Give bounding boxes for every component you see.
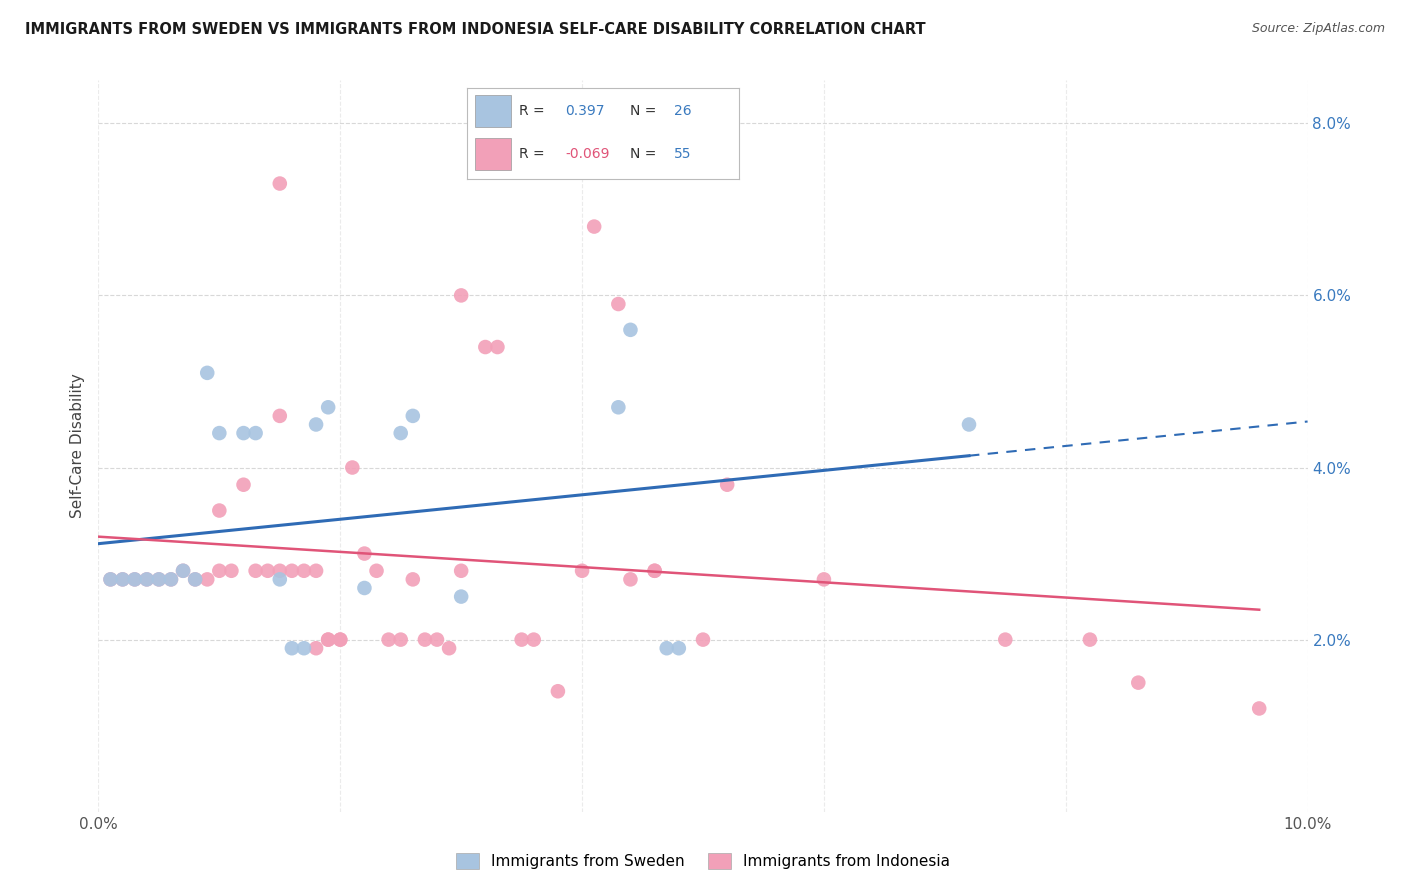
- Point: [1078, 632, 1101, 647]
- Point: [221, 564, 243, 578]
- Point: [232, 477, 254, 491]
- Point: [607, 401, 630, 415]
- Point: [957, 417, 980, 432]
- Point: [208, 564, 231, 578]
- Point: [111, 573, 134, 587]
- Point: [329, 632, 352, 647]
- Point: [184, 573, 207, 587]
- Point: [1128, 675, 1150, 690]
- Point: [389, 426, 412, 441]
- Point: [366, 564, 388, 578]
- Point: [655, 641, 678, 656]
- Point: [281, 641, 304, 656]
- Point: [305, 417, 328, 432]
- Point: [316, 632, 339, 647]
- Text: IMMIGRANTS FROM SWEDEN VS IMMIGRANTS FROM INDONESIA SELF-CARE DISABILITY CORRELA: IMMIGRANTS FROM SWEDEN VS IMMIGRANTS FRO…: [25, 22, 927, 37]
- Point: [195, 573, 218, 587]
- Text: Source: ZipAtlas.com: Source: ZipAtlas.com: [1251, 22, 1385, 36]
- Point: [450, 288, 472, 302]
- Point: [100, 573, 122, 587]
- Point: [353, 581, 375, 595]
- Point: [148, 573, 170, 587]
- Point: [329, 632, 352, 647]
- Point: [474, 340, 496, 354]
- Point: [583, 219, 606, 234]
- Y-axis label: Self-Care Disability: Self-Care Disability: [70, 374, 86, 518]
- Point: [316, 401, 339, 415]
- Point: [377, 632, 399, 647]
- Point: [292, 564, 315, 578]
- Point: [389, 632, 412, 647]
- Point: [172, 564, 194, 578]
- Point: [195, 366, 218, 380]
- Point: [124, 573, 146, 587]
- Point: [135, 573, 157, 587]
- Point: [486, 340, 509, 354]
- Point: [269, 409, 291, 423]
- Point: [547, 684, 569, 698]
- Point: [208, 426, 231, 441]
- Point: [668, 641, 690, 656]
- Point: [184, 573, 207, 587]
- Point: [450, 590, 472, 604]
- Point: [353, 547, 375, 561]
- Point: [148, 573, 170, 587]
- Point: [135, 573, 157, 587]
- Point: [716, 477, 738, 491]
- Point: [172, 564, 194, 578]
- Point: [510, 632, 533, 647]
- Point: [124, 573, 146, 587]
- Point: [232, 426, 254, 441]
- Point: [305, 564, 328, 578]
- Point: [160, 573, 183, 587]
- Point: [208, 503, 231, 517]
- Point: [523, 632, 546, 647]
- Point: [813, 573, 835, 587]
- Point: [607, 297, 630, 311]
- Point: [281, 564, 304, 578]
- Point: [619, 323, 641, 337]
- Point: [245, 564, 267, 578]
- Point: [437, 641, 460, 656]
- Point: [994, 632, 1017, 647]
- Point: [245, 426, 267, 441]
- Point: [316, 632, 339, 647]
- Point: [571, 564, 593, 578]
- Point: [292, 641, 315, 656]
- Legend: Immigrants from Sweden, Immigrants from Indonesia: Immigrants from Sweden, Immigrants from …: [450, 847, 956, 875]
- Point: [450, 564, 472, 578]
- Point: [256, 564, 278, 578]
- Point: [1249, 701, 1271, 715]
- Point: [342, 460, 364, 475]
- Point: [644, 564, 666, 578]
- Point: [269, 177, 291, 191]
- Point: [402, 573, 425, 587]
- Point: [305, 641, 328, 656]
- Point: [619, 573, 641, 587]
- Point: [100, 573, 122, 587]
- Point: [692, 632, 714, 647]
- Point: [111, 573, 134, 587]
- Point: [402, 409, 425, 423]
- Point: [269, 573, 291, 587]
- Point: [160, 573, 183, 587]
- Point: [269, 564, 291, 578]
- Point: [426, 632, 449, 647]
- Point: [644, 564, 666, 578]
- Point: [413, 632, 436, 647]
